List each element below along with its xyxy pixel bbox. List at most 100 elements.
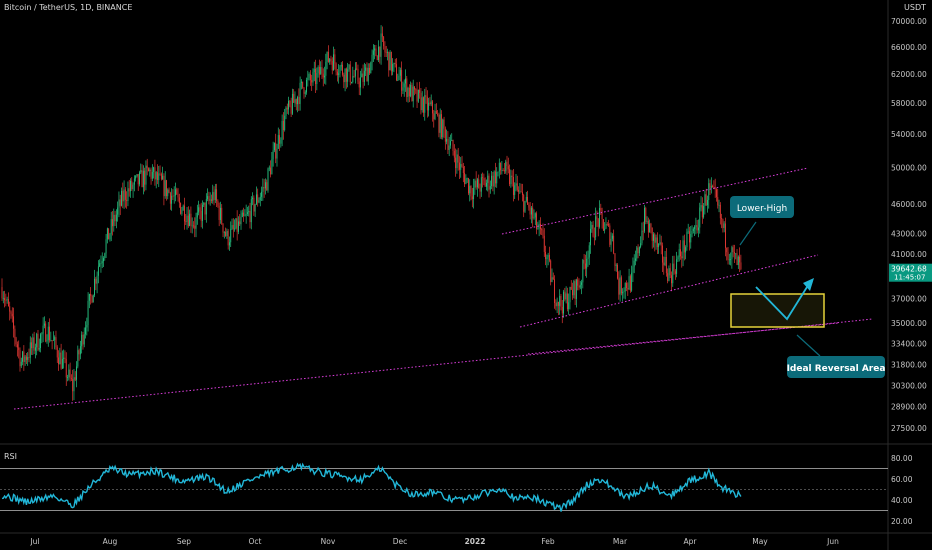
candle-body [214, 189, 216, 200]
candle-body [511, 175, 513, 177]
candle-body [263, 187, 265, 189]
candle-body [316, 72, 318, 85]
candle-body [345, 68, 347, 82]
candle-body [90, 293, 92, 296]
candle-body [700, 205, 702, 208]
candle-body [249, 211, 251, 223]
candle-body [587, 257, 589, 259]
candle-body [187, 215, 189, 226]
candle-body [520, 191, 522, 193]
candle-body [320, 67, 322, 75]
candle-body [727, 252, 729, 260]
candle-body [141, 170, 143, 188]
candle-body [78, 350, 80, 355]
candle-body [221, 207, 223, 224]
price-badge [889, 263, 932, 282]
candle-body [257, 194, 259, 203]
candle-body [302, 81, 304, 88]
price-badge-value: 39642.68 [891, 265, 927, 274]
time-tick-label: Jul [29, 537, 39, 546]
candle-body [518, 189, 520, 192]
candle-body [501, 170, 503, 172]
candle-body [4, 298, 6, 301]
candle-body [381, 33, 383, 37]
candle-body [672, 263, 674, 284]
candle-body [240, 216, 242, 225]
candle-body [149, 169, 151, 172]
candle-body [191, 225, 193, 227]
candle-body [280, 140, 282, 144]
candle-body [554, 279, 555, 304]
candle-body [498, 162, 500, 172]
price-tick-label: 35000.00 [891, 319, 927, 328]
candle-body [63, 357, 65, 359]
candle-body [232, 225, 234, 229]
candle-body [300, 81, 302, 83]
candle-body [615, 264, 617, 266]
candle-body [101, 261, 103, 264]
candle-body [683, 240, 685, 253]
candle-body [484, 180, 486, 187]
candle-body [60, 352, 62, 369]
candle-body [5, 300, 7, 301]
candle-body [528, 204, 530, 208]
price-axis[interactable]: 70000.00 66000.00 62000.00 58000.00 54000.00… [891, 17, 927, 433]
candle-body [140, 170, 142, 173]
candle-body [295, 99, 297, 105]
candle-body [582, 259, 584, 283]
candle-body [443, 119, 445, 129]
candle-body [184, 205, 185, 222]
candle-body [181, 210, 183, 214]
candle-body [548, 254, 550, 261]
candle-body [708, 183, 710, 200]
time-tick-label: 2022 [465, 537, 486, 546]
candle-body [417, 89, 419, 102]
candle-body [465, 178, 467, 184]
candle-body [671, 275, 672, 284]
candle-body [311, 80, 313, 83]
candle-body [254, 204, 256, 212]
candle-body [457, 154, 459, 163]
candle-body [649, 223, 651, 233]
candle-body [297, 97, 298, 105]
candle-body [714, 187, 716, 190]
candle-body [23, 351, 25, 362]
time-axis[interactable]: Jul Aug Sep Oct Nov Dec 2022 Feb Mar Apr May Jun [29, 537, 839, 546]
candle-body [85, 327, 86, 335]
candle-body [271, 159, 273, 175]
price-tick-label: 28900.00 [891, 402, 927, 411]
candle-body [291, 93, 293, 114]
candle-body [230, 228, 232, 243]
candle-body [64, 357, 66, 360]
candle-body [547, 254, 549, 258]
candle-body [33, 337, 35, 351]
candle-body [656, 237, 658, 248]
candle-body [65, 359, 67, 378]
candle-body [167, 189, 169, 197]
candle-body [488, 175, 490, 190]
candle-body [609, 225, 611, 245]
candle-body [136, 174, 138, 177]
candle-body [524, 200, 526, 212]
lower-high-callout [730, 196, 794, 218]
projection-path [755, 286, 808, 321]
candle-body [536, 213, 538, 229]
candle-body [482, 177, 484, 179]
candle-body [371, 54, 373, 63]
candle-body [710, 185, 712, 188]
candle-body [45, 323, 47, 342]
candle-body [259, 196, 261, 201]
candle-body [623, 291, 625, 293]
candle-body [721, 218, 723, 220]
candle-body [325, 61, 327, 76]
candle-body [450, 141, 451, 146]
price-tick-label: 41000.00 [891, 250, 927, 259]
candle-body [599, 208, 600, 227]
candle-body [662, 245, 663, 263]
candle-body [228, 242, 230, 246]
candle-body [244, 215, 246, 217]
candle-body [646, 220, 648, 222]
candle-body [543, 235, 545, 252]
